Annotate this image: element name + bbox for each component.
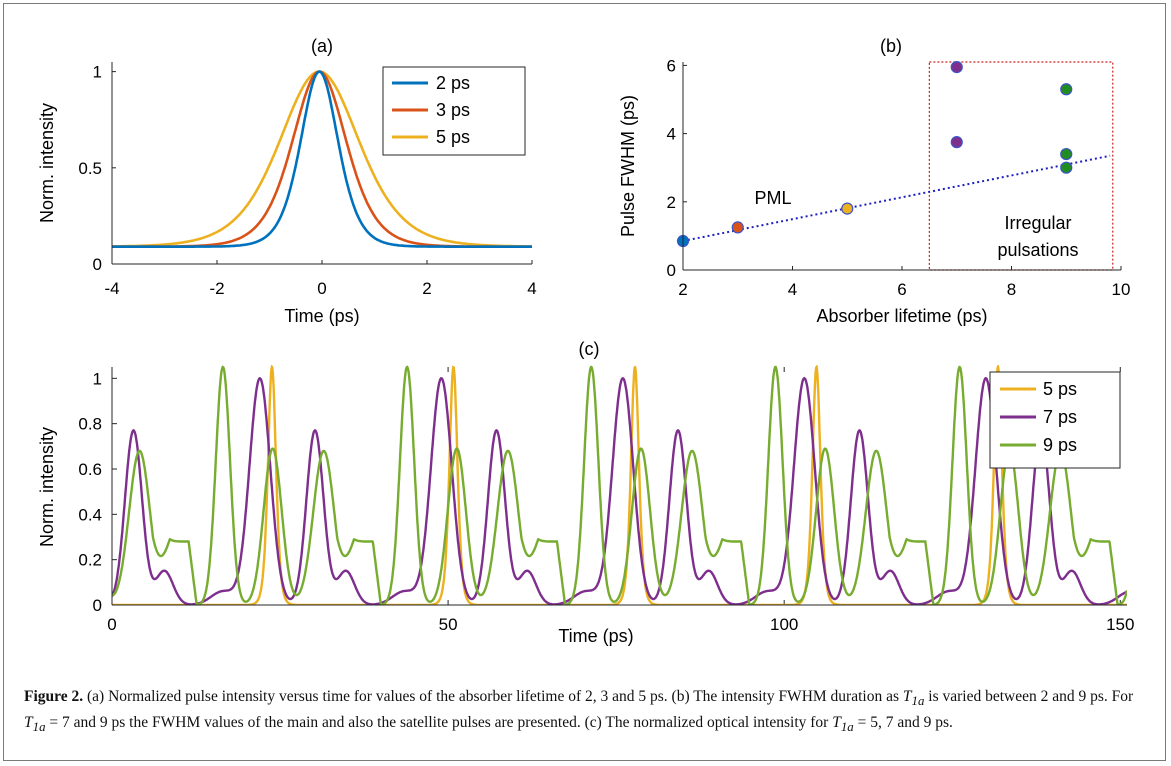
panel-c-line-7ps bbox=[112, 376, 1127, 605]
pml-annotation: PML bbox=[754, 188, 791, 208]
panel-b-xtick-label: 6 bbox=[897, 280, 906, 299]
panel-a-line-2ps bbox=[112, 70, 532, 248]
panel-c-ytick-label: 0.6 bbox=[78, 460, 102, 479]
panel-c: (c) 0 50 100 150 0 0.2 0.4 0.6 0.8 1 Time (ps) No… bbox=[37, 339, 1134, 646]
panel-a-legend-entry: 5 ps bbox=[436, 127, 470, 147]
panel-c-legend-entry: 5 ps bbox=[1043, 379, 1077, 399]
panel-c-label: (c) bbox=[579, 339, 600, 359]
caption-symbol-1: T bbox=[902, 688, 912, 705]
panel-b-xlabel: Absorber lifetime (ps) bbox=[816, 306, 987, 326]
caption-text-4: = 5, 7 and 9 ps. bbox=[853, 714, 953, 732]
panel-c-legend-entry: 9 ps bbox=[1043, 435, 1077, 455]
panel-a-ytick-label: 1 bbox=[93, 63, 102, 82]
fwhm-point bbox=[1060, 83, 1073, 96]
panel-b-xtick-label: 4 bbox=[788, 280, 797, 299]
panel-c-xtick-label: 50 bbox=[439, 615, 458, 634]
panel-c-xlabel: Time (ps) bbox=[558, 626, 633, 646]
fwhm-point bbox=[950, 61, 963, 74]
fwhm-point bbox=[731, 221, 744, 234]
figure-caption: Figure 2. (a) Normalized pulse intensity… bbox=[24, 686, 1144, 738]
panel-c-ylabel: Norm. intensity bbox=[37, 427, 57, 547]
panel-b-ytick-label: 2 bbox=[667, 193, 676, 212]
caption-symbol-2: T bbox=[24, 714, 33, 732]
panel-a-ylabel: Norm. intensity bbox=[37, 103, 57, 223]
figure-frame bbox=[3, 3, 1166, 761]
caption-text-3: = 7 and 9 ps the FWHM values of the main… bbox=[45, 714, 833, 732]
panel-b-ytick-label: 4 bbox=[667, 125, 676, 144]
panel-b-ytick-label: 0 bbox=[667, 261, 676, 280]
caption-text-1: (a) Normalized pulse intensity versus ti… bbox=[83, 688, 903, 705]
panel-a-xlabel: Time (ps) bbox=[284, 306, 359, 326]
figure-canvas: (a) -4 -2 0 2 400.51 Time (ps) Norm. intensi… bbox=[37, 36, 1134, 646]
irregular-region-box bbox=[928, 61, 1114, 271]
irregular-annotation-line2: pulsations bbox=[997, 240, 1078, 260]
caption-subscript-3: 1a bbox=[840, 719, 854, 735]
panel-b-ylabel: Pulse FWHM (ps) bbox=[618, 95, 638, 237]
panel-b-xtick-label: 10 bbox=[1112, 280, 1131, 299]
panel-c-ytick-label: 0.4 bbox=[78, 505, 102, 524]
panel-a-series bbox=[112, 70, 532, 248]
irregular-annotation-line1: Irregular bbox=[1004, 213, 1071, 233]
panel-a-legend: 2 ps 3 ps 5 ps bbox=[382, 66, 526, 156]
panel-a-ticks: -4 -2 0 2 4 0 0.5 1 bbox=[78, 63, 536, 298]
panel-c-ytick-label: 0.2 bbox=[78, 551, 102, 570]
panel-c-legend: 5 ps 7 ps 9 ps bbox=[989, 371, 1121, 469]
figure-label: Figure 2. bbox=[24, 688, 84, 705]
fwhm-point bbox=[841, 202, 854, 215]
panel-c-ytick-label: 0 bbox=[93, 596, 102, 615]
panel-c-line-9ps bbox=[112, 365, 1127, 605]
caption-subscript-2: 1a bbox=[32, 719, 46, 735]
panel-c-ytick-label: 1 bbox=[93, 369, 102, 388]
panel-c-xtick-label: 150 bbox=[1106, 615, 1134, 634]
panel-a-legend-entry: 3 ps bbox=[436, 100, 470, 120]
fwhm-point bbox=[950, 136, 963, 149]
panel-c-xtick-label: 0 bbox=[107, 615, 116, 634]
panel-a-label: (a) bbox=[311, 36, 333, 56]
caption-text-2: is varied between 2 and 9 ps. For bbox=[924, 688, 1134, 705]
fwhm-point bbox=[1060, 161, 1073, 174]
panel-a-xtick-label: 0 bbox=[317, 279, 326, 298]
panel-c-ticks: 0 50 100 150 0 0.2 0.4 0.6 0.8 1 bbox=[78, 367, 1134, 634]
panel-b-xtick-label: 8 bbox=[1007, 280, 1016, 299]
panel-c-legend-entry: 7 ps bbox=[1043, 407, 1077, 427]
panel-a-xtick-label: 4 bbox=[527, 279, 536, 298]
panel-c-ytick-label: 0.8 bbox=[78, 415, 102, 434]
panel-a-xtick-label: 2 bbox=[422, 279, 431, 298]
panel-c-xtick-label: 100 bbox=[770, 615, 798, 634]
caption-symbol-3: T bbox=[832, 714, 841, 732]
panel-a-legend-entry: 2 ps bbox=[436, 73, 470, 93]
panel-c-series bbox=[112, 365, 1127, 605]
panel-a: (a) -4 -2 0 2 4 0 0.5 1 Time (ps) Norm. intensi… bbox=[37, 36, 537, 326]
panel-b-label: (b) bbox=[880, 36, 902, 56]
panel-b-ytick-label: 6 bbox=[667, 56, 676, 75]
panel-b-points bbox=[676, 61, 1073, 248]
fwhm-point bbox=[1060, 147, 1073, 161]
panel-a-xtick-label: -4 bbox=[104, 279, 119, 298]
panel-b-xtick-label: 2 bbox=[678, 280, 687, 299]
panel-a-ytick-label: 0.5 bbox=[78, 159, 102, 178]
panel-a-xtick-label: -2 bbox=[209, 279, 224, 298]
panel-a-ytick-label: 0 bbox=[93, 255, 102, 274]
caption-subscript-1: 1a bbox=[911, 693, 925, 709]
